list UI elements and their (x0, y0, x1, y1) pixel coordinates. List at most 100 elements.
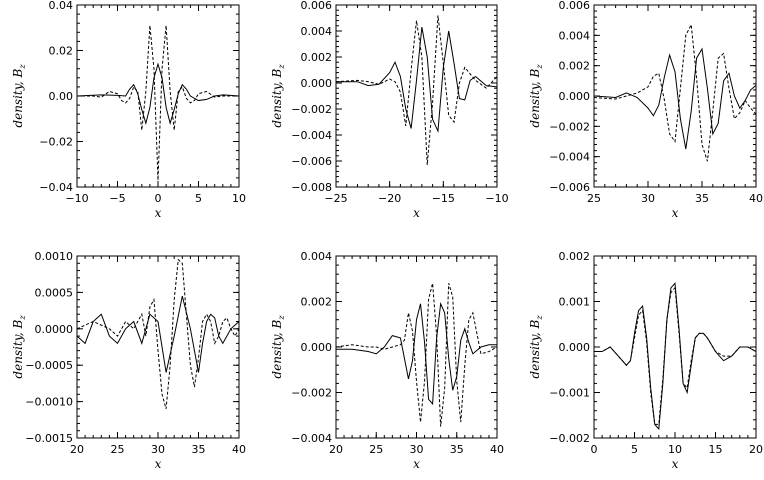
y-axis-label: density, Bz (270, 315, 286, 379)
x-tick-label: 10 (668, 443, 682, 456)
x-tick-label: 0 (591, 443, 598, 456)
x-tick-label: 20 (329, 443, 343, 456)
x-tick-label: 40 (749, 192, 763, 205)
y-tick-label: 0.002 (559, 250, 591, 263)
y-tick-label: 0.000 (301, 77, 333, 90)
x-axis-label: x (672, 206, 679, 220)
series-line-dashed (336, 283, 497, 427)
y-tick-label: 0.02 (49, 45, 74, 58)
y-tick-label: 0.004 (301, 25, 333, 38)
x-axis-label: x (413, 206, 420, 220)
y-tick-label: −0.004 (291, 432, 332, 445)
y-axis-label: density, Bz (270, 64, 286, 128)
plot-frame (76, 255, 240, 439)
y-tick-label: −0.001 (549, 387, 590, 400)
y-tick-label: 0.000 (301, 341, 333, 354)
x-tick-label: 10 (232, 192, 246, 205)
y-tick-label: −0.002 (549, 120, 590, 133)
x-tick-label: 25 (587, 192, 601, 205)
series-line-solid (336, 27, 497, 134)
x-tick-label: 5 (195, 192, 202, 205)
x-tick-label: 35 (695, 192, 709, 205)
y-tick-label: −0.0015 (25, 432, 73, 445)
y-tick-label: 0.000 (559, 341, 591, 354)
y-tick-label: 0.002 (301, 296, 333, 309)
y-axis-label-subscript: z (535, 315, 544, 321)
x-tick-label: 40 (490, 443, 504, 456)
y-axis-label-main: density, B (270, 68, 284, 127)
y-axis-label: density, Bz (11, 64, 27, 128)
panel-1: −10 −5 0 5 10 −0.04 −0.02 0.00 0.02 0.04 x density,… (11, 0, 246, 220)
series-line-solid (594, 47, 756, 150)
x-axis-label: x (672, 457, 679, 471)
y-tick-label: −0.002 (549, 432, 590, 445)
series-line-solid (77, 295, 239, 373)
x-tick-label: 25 (369, 443, 383, 456)
panel-2: −25 −20 −15 −10 −0.008 −0.006 −0.004 −0.002 0.00… (270, 0, 509, 220)
y-axis-label-main: density, B (528, 68, 542, 127)
y-tick-label: 0.04 (49, 0, 74, 12)
y-axis-label-subscript: z (535, 64, 544, 70)
y-tick-label: 0.006 (559, 0, 591, 12)
y-tick-label: 0.002 (559, 60, 591, 73)
y-tick-label: −0.02 (39, 136, 73, 149)
x-tick-label: 30 (641, 192, 655, 205)
panel-3: 25 30 35 40 −0.006 −0.004 −0.002 0.000 0.002 0.00… (528, 0, 763, 220)
y-axis-label-subscript: z (277, 315, 286, 321)
y-tick-label: 0.0000 (35, 323, 74, 336)
y-tick-label: −0.04 (39, 181, 73, 194)
y-tick-label: −0.006 (549, 181, 590, 194)
x-tick-label: 30 (410, 443, 424, 456)
x-axis-label: x (155, 206, 162, 220)
x-tick-label: 15 (709, 443, 723, 456)
y-tick-label: −0.002 (291, 103, 332, 116)
y-axis-label-main: density, B (11, 319, 25, 378)
series-line-dashed (77, 25, 239, 181)
x-tick-label: −5 (109, 192, 125, 205)
y-axis-label-subscript: z (18, 64, 27, 70)
y-axis-label: density, Bz (528, 315, 544, 379)
y-tick-label: −0.002 (291, 387, 332, 400)
y-tick-label: 0.004 (301, 250, 333, 263)
y-tick-label: 0.0010 (35, 250, 74, 263)
y-tick-label: 0.00 (49, 90, 74, 103)
x-axis-label: x (413, 457, 420, 471)
y-tick-label: 0.0005 (35, 286, 74, 299)
x-tick-label: 25 (111, 443, 125, 456)
x-tick-label: −15 (432, 192, 455, 205)
series-line-dashed (77, 258, 239, 410)
x-tick-label: 30 (151, 443, 165, 456)
x-tick-label: 35 (192, 443, 206, 456)
plot-frame (335, 255, 498, 439)
y-tick-label: −0.0005 (25, 359, 73, 372)
x-tick-label: −25 (324, 192, 347, 205)
series-line-solid (77, 62, 239, 126)
x-axis-label: x (155, 457, 162, 471)
x-tick-label: 40 (232, 443, 246, 456)
series-line-solid (594, 282, 756, 431)
y-tick-label: −0.004 (291, 129, 332, 142)
y-tick-label: −0.004 (549, 151, 590, 164)
y-tick-label: 0.006 (301, 0, 333, 12)
y-tick-label: −0.0010 (25, 396, 73, 409)
y-axis-label-main: density, B (11, 68, 25, 127)
x-tick-label: −10 (65, 192, 88, 205)
y-tick-label: −0.006 (291, 155, 332, 168)
plot-frame (335, 4, 498, 188)
panel-4: 20 25 30 35 40 −0.0015 −0.0010 −0.0005 0.0000 0.0… (11, 250, 246, 471)
x-tick-label: 20 (70, 443, 84, 456)
y-axis-label-main: density, B (270, 319, 284, 378)
y-axis-label-main: density, B (528, 319, 542, 378)
panel-6: 0 5 10 15 20 −0.002 −0.001 0.000 0.001 0.002 x dens… (528, 250, 763, 471)
x-tick-label: 20 (749, 443, 763, 456)
series-line-solid (336, 301, 497, 406)
x-tick-label: −10 (485, 192, 508, 205)
y-axis-label-subscript: z (277, 64, 286, 70)
y-tick-label: 0.001 (559, 296, 591, 309)
x-tick-label: 5 (631, 443, 638, 456)
series-line-dashed (594, 22, 756, 162)
y-axis-label: density, Bz (11, 315, 27, 379)
series-line-dashed (336, 15, 497, 165)
y-tick-label: 0.002 (301, 51, 333, 64)
